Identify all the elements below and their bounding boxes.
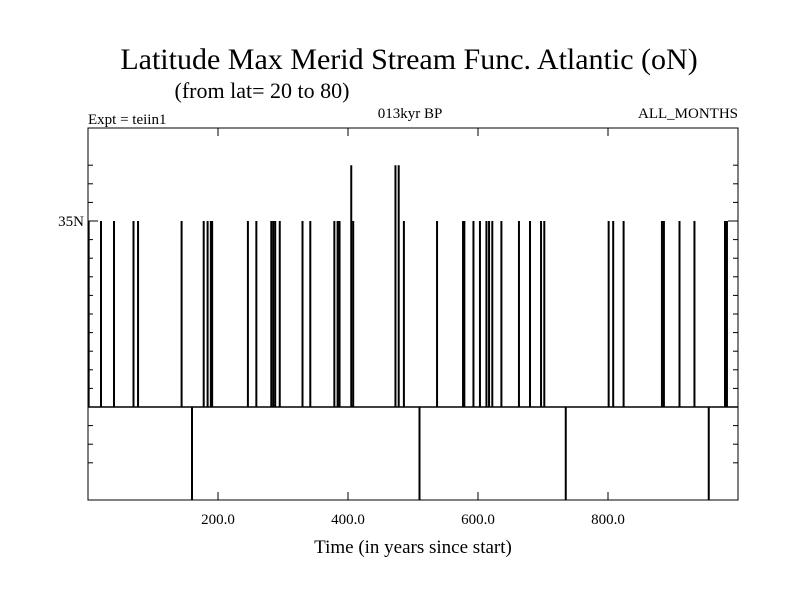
chart-subtitle: (from lat= 20 to 80) (175, 78, 350, 103)
period-label: 013kyr BP (378, 106, 443, 122)
x-tick-label: 200.0 (201, 512, 235, 528)
x-tick-label: 600.0 (461, 512, 495, 528)
chart-title: Latitude Max Merid Stream Func. Atlantic… (120, 43, 697, 76)
x-axis-label: Time (in years since start) (314, 537, 512, 558)
months-label: ALL_MONTHS (638, 106, 738, 122)
experiment-label: Expt = teiin1 (88, 112, 166, 128)
plot-frame (87, 127, 739, 501)
x-tick-label: 800.0 (591, 512, 625, 528)
data-series (87, 165, 728, 500)
x-tick-label: 400.0 (331, 512, 365, 528)
y-tick-label: 35N (58, 214, 84, 230)
